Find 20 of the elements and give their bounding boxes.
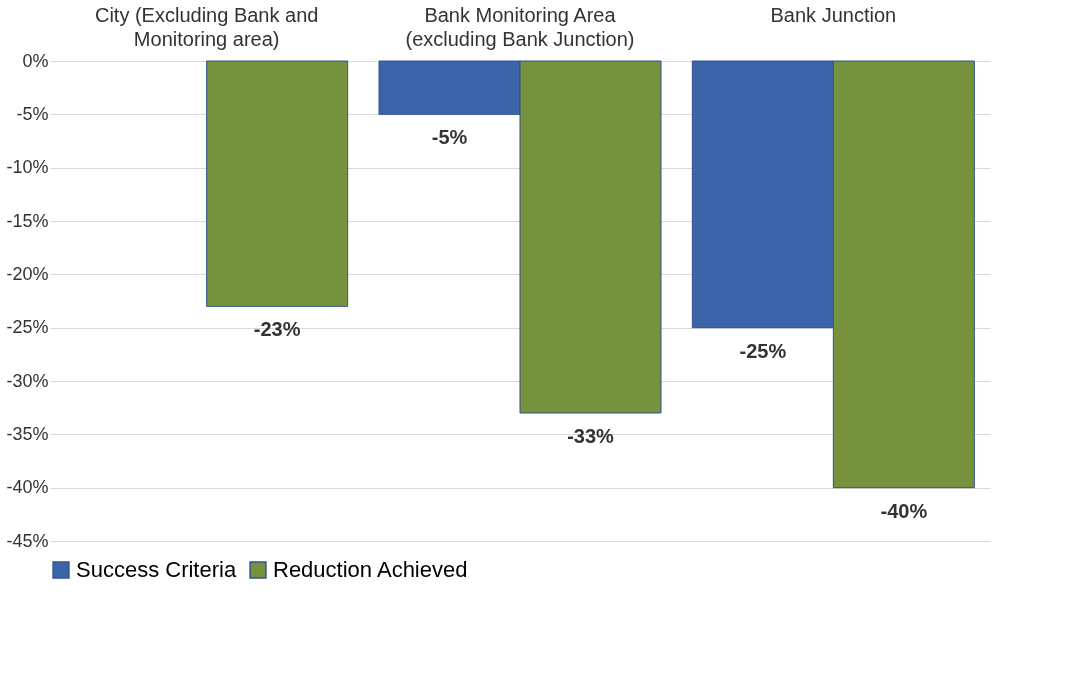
- data-label: -33%: [567, 425, 615, 447]
- x-tick-label: Bank Monitoring Area (excluding Bank Junction): [405, 3, 635, 50]
- data-label: -25%: [739, 339, 787, 362]
- legend-label: Success Criteria: [76, 557, 237, 582]
- data-label: -23%: [253, 318, 301, 341]
- y-tick-label: 0%: [22, 50, 49, 71]
- y-tick-label: -20%: [6, 263, 49, 284]
- y-tick-label: -15%: [6, 210, 49, 231]
- y-tick-label: -5%: [16, 103, 49, 124]
- y-tick-label: -30%: [6, 370, 49, 391]
- y-tick-label: -40%: [6, 477, 49, 498]
- data-label: -40%: [880, 499, 928, 522]
- x-tick-label: Bank Junction: [770, 3, 897, 26]
- legend-label: Reduction Achieved: [273, 557, 468, 582]
- y-tick-label: -45%: [6, 530, 49, 551]
- y-tick-label: -25%: [6, 317, 49, 338]
- x-tick-label: City (Excluding Bank and Monitoring area): [94, 3, 319, 50]
- data-label: -5%: [431, 126, 468, 149]
- y-tick-label: -35%: [6, 423, 49, 444]
- y-tick-label: -10%: [6, 157, 49, 178]
